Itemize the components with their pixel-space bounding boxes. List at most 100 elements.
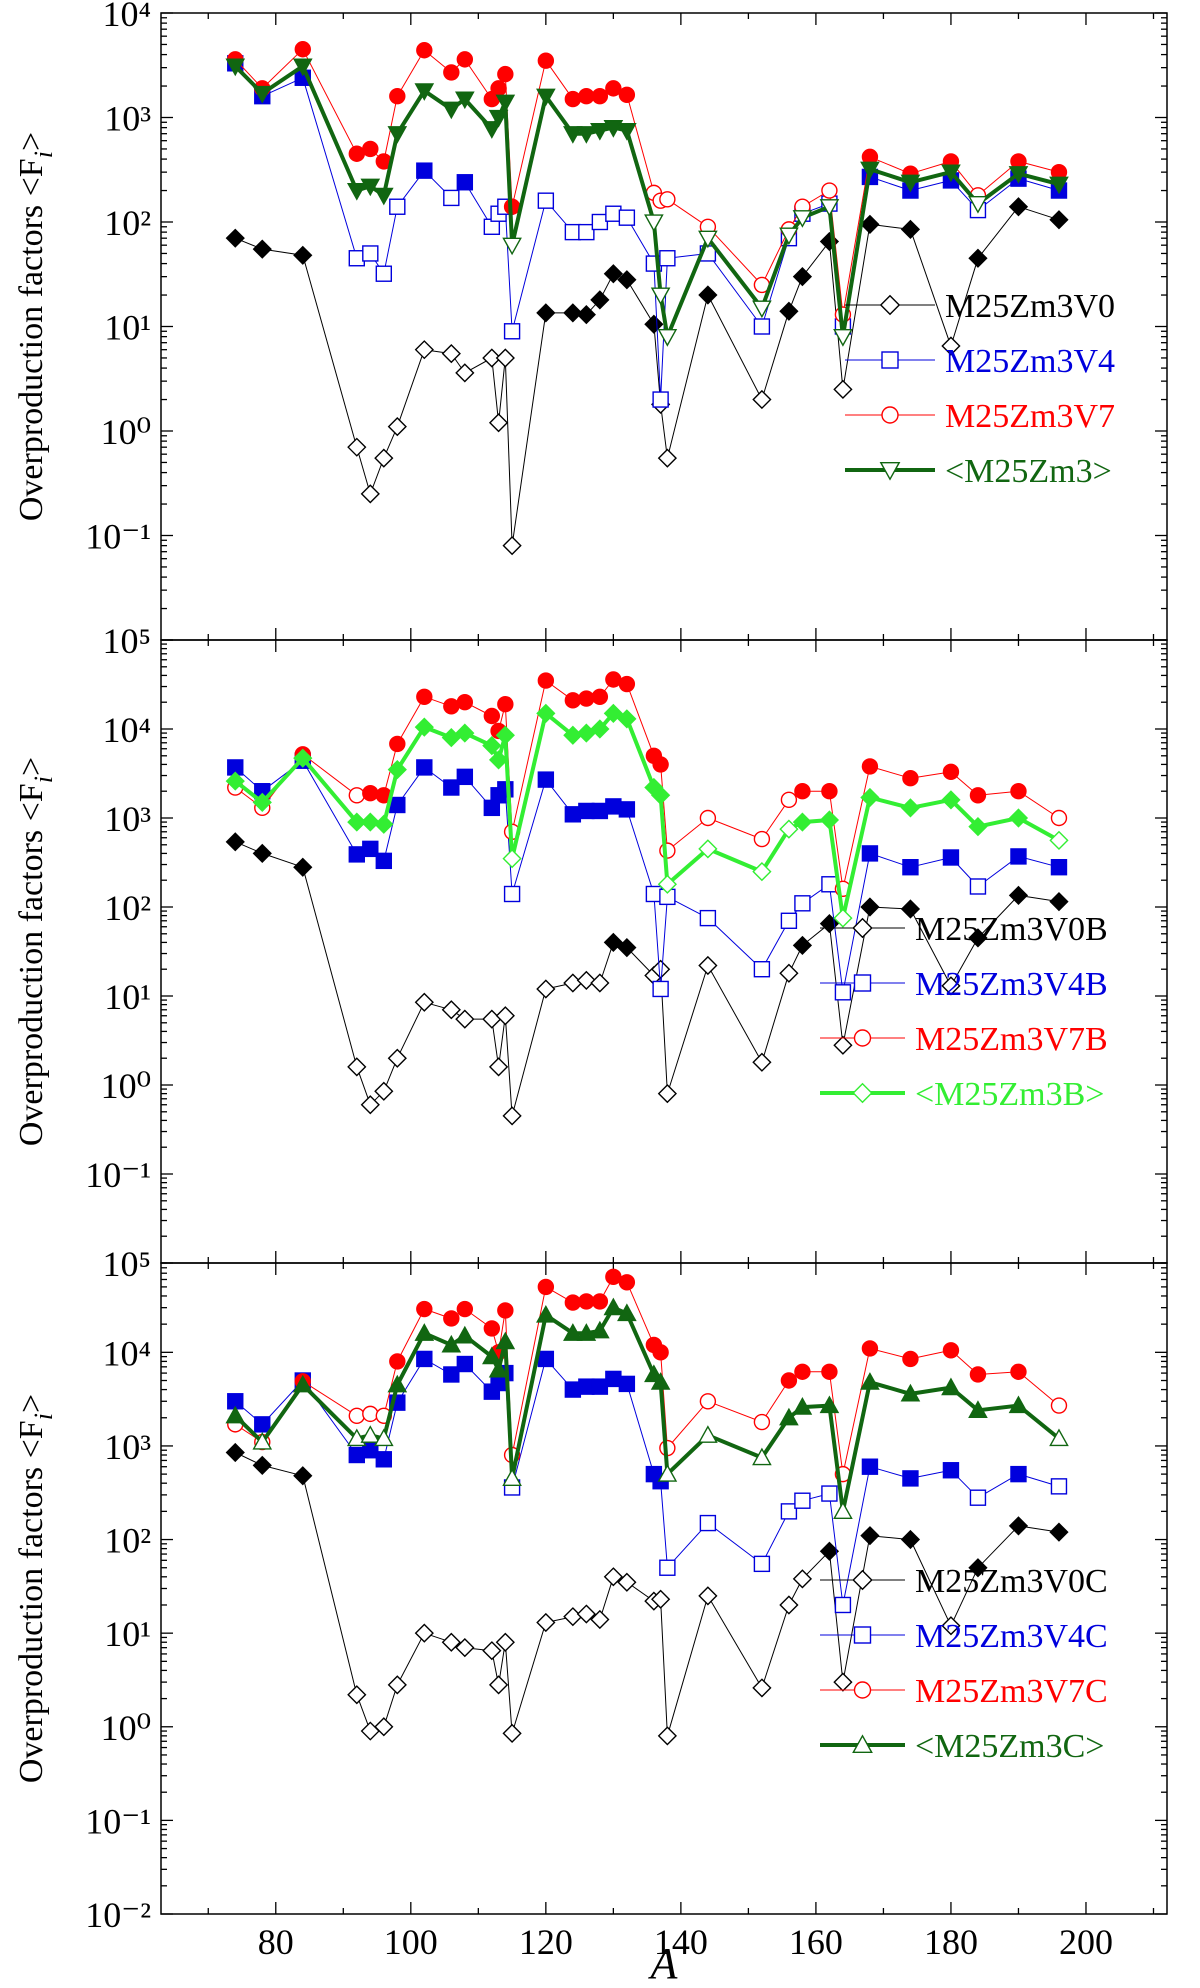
data-point [657,1084,677,1104]
data-point [387,1675,407,1695]
data-point [375,1451,393,1468]
y-tick-label: 10⁴ [102,0,151,34]
data-point [495,348,515,368]
data-point [834,984,852,1001]
data-point [780,912,798,929]
data-point [753,318,771,335]
data-point [488,750,509,770]
data-point [497,65,514,83]
data-point [441,101,462,120]
legend-label: <M25Zm3B> [915,1076,1104,1113]
data-point [942,763,960,781]
data-point [348,250,365,267]
data-point [348,145,365,162]
y-axis-label: Overproduction factors <Fi> [13,757,58,1146]
data-point [389,735,406,753]
data-point [590,973,610,993]
data-point [941,164,961,183]
data-point [657,1726,677,1746]
data-point [590,290,610,310]
legend-marker [853,974,872,992]
data-point [578,1378,595,1395]
series-4 [225,58,1069,347]
data-point [441,1000,461,1020]
data-point [563,126,583,144]
data-point [362,140,379,158]
data-point [414,1323,435,1341]
data-point [752,1447,772,1466]
legend-label: M25Zm3V0C [915,1563,1108,1600]
data-point [375,265,393,282]
data-point [252,85,273,104]
data-point [1008,197,1029,217]
data-point [563,1323,583,1341]
data-point [603,932,623,953]
data-point [819,199,840,217]
y-tick-label: 10² [104,888,151,928]
data-point [942,1342,960,1359]
data-point [942,849,960,866]
data-point [536,979,556,999]
data-point [225,58,246,77]
x-tick-label: 80 [258,1922,294,1962]
data-point [698,1586,718,1606]
data-point [591,213,609,231]
data-point [900,798,921,818]
data-point [1049,210,1069,230]
data-point [605,1370,622,1388]
data-point [502,848,522,869]
data-point [821,1363,838,1380]
data-point [794,895,811,912]
data-point [1050,859,1068,876]
data-point [1050,809,1068,827]
data-point [902,770,919,787]
data-point [503,885,521,903]
data-point [779,1407,799,1426]
series-line [233,64,1060,339]
data-point [347,437,367,457]
data-point [502,237,522,256]
data-point [416,1350,433,1368]
panel-3: 10⁻² 10⁻¹ 10⁰ 10¹ 10² 10³ 10⁴ 80 100 120 140 160 180… [13,1262,1168,1962]
data-point [483,1320,501,1337]
data-point [455,91,475,110]
data-point [794,1492,811,1509]
x-tick-label: 180 [924,1922,978,1962]
data-point [819,1395,840,1414]
data-point [902,1350,919,1368]
data-point [443,64,460,81]
data-point [456,768,474,786]
data-point [591,688,609,706]
data-point [254,1416,271,1433]
data-point [1010,1363,1027,1380]
data-point [563,973,583,993]
data-point [833,329,853,347]
data-point [455,1325,475,1344]
data-point [617,937,637,958]
data-point [374,814,394,834]
data-point [591,802,609,820]
data-point [563,303,583,323]
data-point [1050,1478,1068,1495]
data-point [443,779,460,796]
data-point [536,1305,556,1323]
y-tick-label: 10⁴ [102,710,151,750]
data-point [1049,891,1069,912]
data-point [373,1428,394,1447]
y-tick-label: 10³ [104,99,151,139]
data-point [564,1294,582,1311]
legend-label: <M25Zm3C> [915,1728,1104,1765]
data-point [605,80,622,97]
data-point [225,1405,246,1424]
legend-marker [881,351,899,369]
y-tick-label: 10⁵ [102,1244,151,1284]
series-line [234,62,1060,400]
data-point [564,223,582,241]
data-point [348,1407,365,1424]
data-point [968,1558,988,1578]
data-point [860,787,880,808]
data-point [443,1366,460,1383]
data-point [779,301,799,321]
data-point [590,1609,610,1630]
data-point [617,709,637,729]
